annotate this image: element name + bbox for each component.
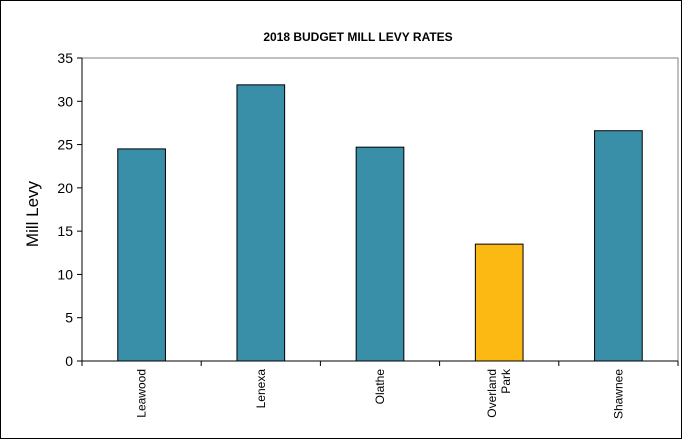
y-tick-label: 5: [65, 310, 73, 326]
bar-olathe: [355, 146, 405, 362]
bar-overland-park: [474, 243, 524, 362]
y-tick-label: 35: [57, 50, 73, 66]
x-tick-label: Overland: [485, 369, 499, 418]
bar-shawnee: [594, 130, 643, 362]
x-tick-label: Lenexa: [254, 369, 268, 409]
y-tick-label: 0: [65, 353, 73, 369]
bar-lenexa: [236, 84, 286, 362]
y-axis-label: Mill Levy: [23, 180, 42, 247]
x-tick-label: Olathe: [373, 369, 387, 405]
x-tick-label: Leawood: [135, 369, 149, 418]
y-tick-label: 10: [57, 266, 73, 282]
plot-area: 0 5 10 15 20 25 30 35 Leawood Lenexa Olathe Overlan…: [57, 50, 679, 419]
bar-leawood: [117, 148, 166, 362]
chart-title: 2018 BUDGET MILL LEVY RATES: [263, 30, 452, 44]
y-tick-label: 30: [57, 93, 73, 109]
x-tick-label: Shawnee: [611, 369, 625, 419]
x-tick-label: Park: [499, 368, 513, 394]
y-tick-label: 25: [57, 137, 73, 153]
y-tick-label: 15: [57, 223, 73, 239]
y-tick-label: 20: [57, 180, 73, 196]
